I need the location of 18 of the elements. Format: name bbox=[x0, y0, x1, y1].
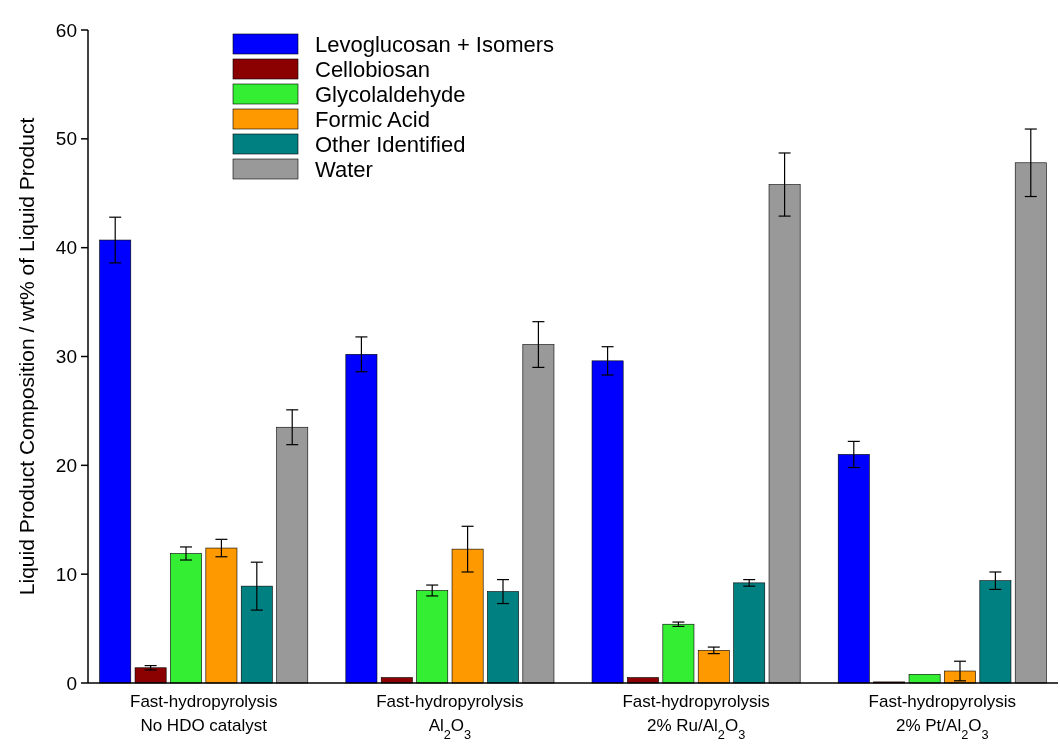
y-tick-label: 10 bbox=[55, 563, 77, 585]
x-tick-label: Fast-hydropyrolysis Al$_{2}$O$_{3}$ bbox=[376, 692, 524, 742]
x-tick-label: Fast-hydropyrolysis No HDO catalyst bbox=[130, 692, 278, 735]
legend-label: Other Identified bbox=[315, 131, 466, 157]
y-tick-label: 60 bbox=[55, 19, 77, 41]
y-axis-title: Liquid Product Composition / wt% of Liquid Product bbox=[15, 117, 38, 596]
y-tick-label: 50 bbox=[55, 128, 77, 150]
y-tick-label: 40 bbox=[55, 237, 77, 259]
y-tick-label: 0 bbox=[66, 672, 77, 694]
y-tick-label: 20 bbox=[55, 454, 77, 476]
x-tick-label: Fast-hydropyrolysis 2% Pt/Al$_{2}$O$_{3}$ bbox=[868, 692, 1016, 742]
legend-label: Glycolaldehyde bbox=[315, 81, 466, 107]
legend-label: Water bbox=[315, 156, 373, 182]
legend-label: Cellobiosan bbox=[315, 56, 430, 82]
legend-label: Levoglucosan + Isomers bbox=[315, 31, 555, 57]
legend-label: Formic Acid bbox=[315, 106, 430, 132]
y-tick-label: 30 bbox=[55, 346, 77, 368]
x-tick-label: Fast-hydropyrolysis 2% Ru/Al$_{2}$O$_{3}$ bbox=[622, 692, 770, 742]
